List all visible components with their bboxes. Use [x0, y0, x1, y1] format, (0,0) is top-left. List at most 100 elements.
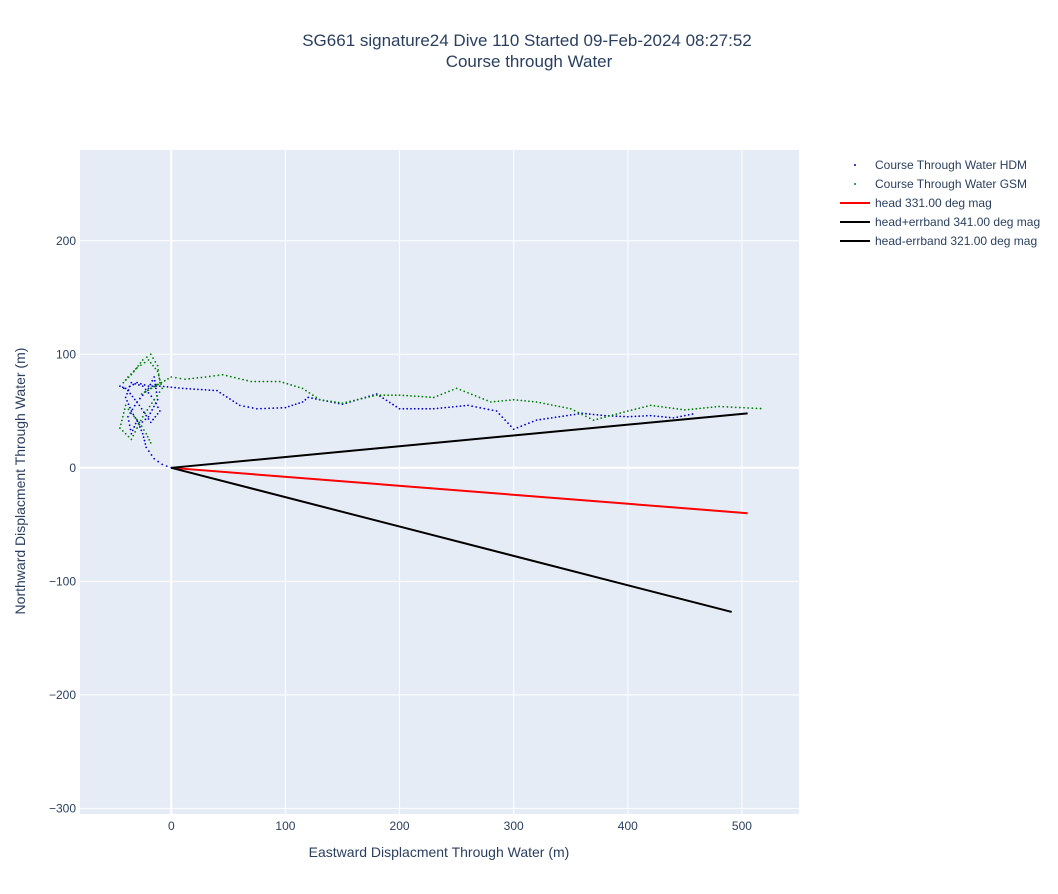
series-marker-0 — [153, 405, 155, 408]
series-marker-1 — [146, 435, 149, 438]
y-tick-label: −300 — [49, 801, 76, 815]
series-marker-1 — [148, 438, 151, 441]
series-marker-0 — [131, 395, 134, 398]
series-marker-0 — [147, 391, 150, 394]
series-marker-0 — [128, 385, 131, 388]
series-marker-0 — [573, 413, 576, 416]
series-marker-1 — [301, 387, 304, 390]
plot-traces — [119, 353, 762, 613]
series-marker-0 — [483, 407, 486, 410]
series-marker-0 — [280, 406, 283, 409]
series-marker-1 — [135, 367, 137, 370]
series-marker-0 — [491, 409, 494, 412]
legend-item[interactable]: Course Through Water GSM — [854, 177, 1027, 191]
series-marker-0 — [225, 396, 228, 398]
series-marker-1 — [634, 408, 637, 411]
series-marker-0 — [661, 415, 663, 418]
series-marker-1 — [743, 406, 745, 409]
series-marker-1 — [702, 407, 705, 409]
legend-item[interactable]: head 331.00 deg mag — [840, 196, 992, 210]
series-marker-0 — [388, 401, 391, 404]
series-marker-1 — [147, 389, 150, 392]
series-marker-0 — [154, 387, 157, 390]
y-tick-label: −200 — [49, 688, 76, 702]
series-marker-0 — [577, 412, 580, 415]
series-marker-0 — [520, 425, 523, 428]
series-marker-0 — [204, 388, 207, 391]
series-marker-0 — [634, 415, 637, 418]
series-marker-0 — [588, 413, 591, 415]
series-marker-1 — [221, 373, 224, 376]
series-marker-0 — [139, 426, 141, 428]
series-marker-0 — [150, 454, 153, 456]
series-marker-1 — [539, 401, 542, 404]
legend[interactable]: Course Through Water HDM Course Through W… — [840, 158, 1040, 248]
series-marker-0 — [149, 421, 152, 424]
series-marker-1 — [132, 434, 135, 437]
series-marker-0 — [140, 407, 143, 410]
series-marker-0 — [147, 450, 150, 453]
series-marker-1 — [138, 421, 141, 424]
x-tick-label: 200 — [390, 819, 410, 833]
series-marker-1 — [311, 394, 314, 397]
series-marker-0 — [123, 387, 125, 390]
series-marker-1 — [573, 409, 576, 412]
series-marker-0 — [158, 385, 161, 387]
series-marker-0 — [507, 422, 509, 425]
series-marker-0 — [134, 382, 137, 385]
series-marker-0 — [141, 432, 144, 435]
series-marker-1 — [158, 377, 161, 380]
series-marker-1 — [229, 375, 232, 378]
series-marker-0 — [410, 407, 412, 410]
series-marker-0 — [585, 412, 587, 415]
series-marker-1 — [600, 417, 603, 420]
series-marker-1 — [379, 394, 382, 397]
series-marker-1 — [274, 380, 277, 383]
series-marker-1 — [516, 399, 519, 401]
series-marker-1 — [143, 429, 145, 431]
series-marker-0 — [151, 409, 154, 411]
series-marker-1 — [341, 402, 344, 405]
series-marker-1 — [730, 406, 733, 409]
series-marker-1 — [160, 383, 162, 386]
series-marker-0 — [149, 383, 152, 386]
series-marker-0 — [531, 420, 534, 423]
tick-labels: 0 100 200 300 400 500 200 100 0 −100 −200 −300 — [49, 234, 752, 833]
series-marker-0 — [181, 387, 184, 390]
y-tick-label: 200 — [56, 234, 76, 248]
series-marker-1 — [524, 399, 526, 402]
series-marker-0 — [166, 385, 169, 388]
series-marker-1 — [615, 413, 618, 415]
legend-item[interactable]: head-errband 321.00 deg mag — [840, 234, 1037, 248]
series-marker-1 — [531, 400, 534, 403]
legend-item[interactable]: Course Through Water HDM — [854, 158, 1027, 172]
series-marker-1 — [554, 404, 557, 407]
series-marker-0 — [155, 391, 158, 394]
series-marker-1 — [140, 425, 143, 428]
series-marker-1 — [448, 390, 450, 393]
series-marker-0 — [127, 403, 130, 406]
series-marker-1 — [282, 381, 285, 384]
series-marker-1 — [278, 380, 281, 383]
y-tick-label: 100 — [56, 347, 76, 361]
series-marker-1 — [585, 415, 587, 418]
series-marker-0 — [668, 416, 671, 419]
series-marker-0 — [680, 415, 682, 418]
series-marker-1 — [157, 383, 160, 386]
series-marker-1 — [722, 405, 725, 408]
series-marker-0 — [129, 392, 132, 395]
series-marker-1 — [577, 411, 580, 414]
series-marker-1 — [130, 373, 133, 376]
series-marker-1 — [145, 432, 148, 435]
series-marker-1 — [417, 395, 420, 398]
series-marker-0 — [126, 399, 128, 402]
series-marker-0 — [479, 406, 482, 409]
series-marker-0 — [126, 392, 128, 395]
series-marker-0 — [566, 414, 568, 417]
series-marker-0 — [138, 384, 140, 386]
series-marker-0 — [398, 407, 401, 410]
series-marker-1 — [718, 405, 721, 408]
series-marker-1 — [596, 418, 599, 421]
series-marker-1 — [691, 408, 694, 411]
legend-item[interactable]: head+errband 341.00 deg mag — [840, 215, 1040, 229]
